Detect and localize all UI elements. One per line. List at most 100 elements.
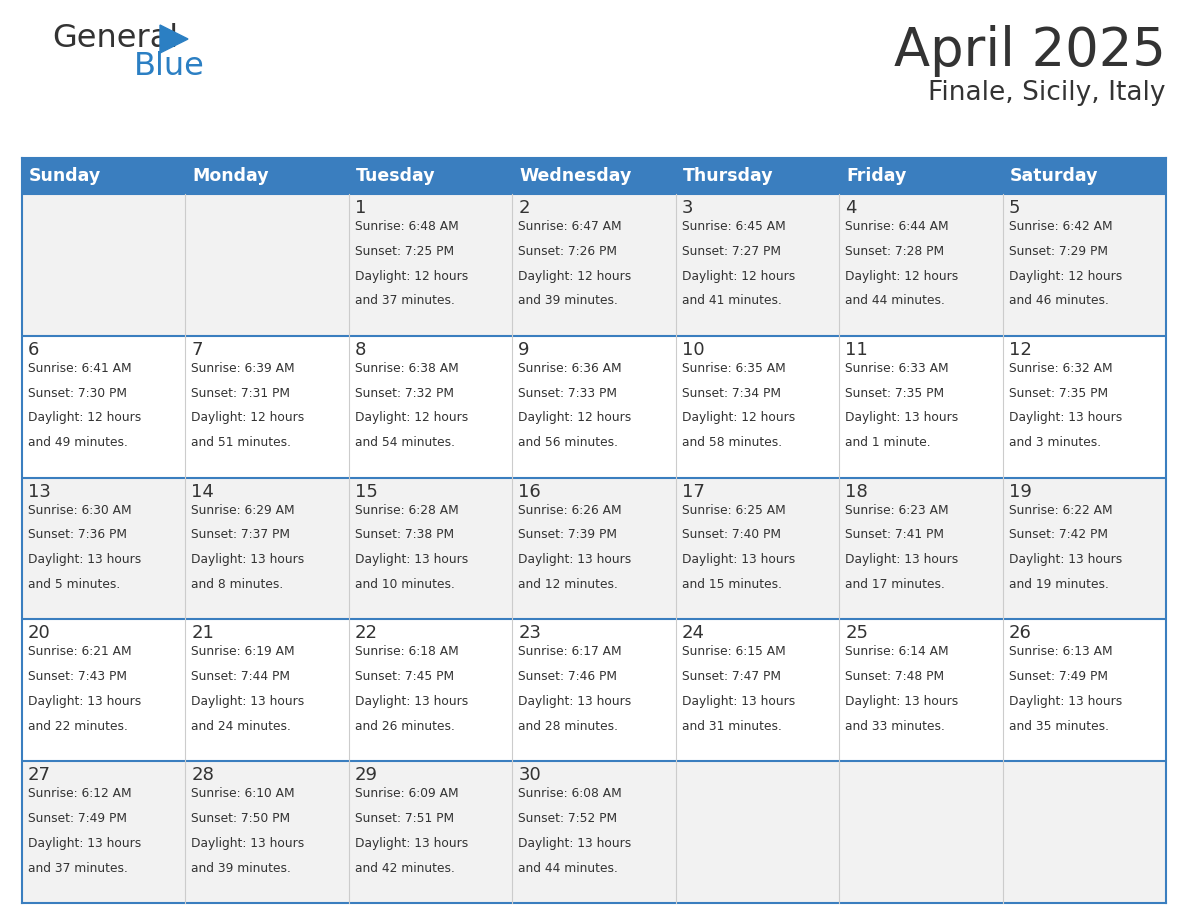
Text: 2: 2	[518, 199, 530, 217]
Text: Daylight: 13 hours: Daylight: 13 hours	[355, 837, 468, 850]
Text: Daylight: 13 hours: Daylight: 13 hours	[682, 554, 795, 566]
Text: and 3 minutes.: and 3 minutes.	[1009, 436, 1101, 449]
Bar	[1003, 158, 1165, 194]
Text: Daylight: 13 hours: Daylight: 13 hours	[191, 837, 304, 850]
Text: Daylight: 13 hours: Daylight: 13 hours	[518, 695, 632, 708]
Text: Friday: Friday	[846, 167, 906, 185]
Text: Daylight: 13 hours: Daylight: 13 hours	[518, 837, 632, 850]
Text: 5: 5	[1009, 199, 1020, 217]
Text: and 19 minutes.: and 19 minutes.	[1009, 578, 1108, 591]
Text: Wednesday: Wednesday	[519, 167, 632, 185]
Text: Monday: Monday	[192, 167, 268, 185]
Text: Daylight: 13 hours: Daylight: 13 hours	[191, 695, 304, 708]
Text: Sunrise: 6:35 AM: Sunrise: 6:35 AM	[682, 362, 785, 375]
Text: Daylight: 13 hours: Daylight: 13 hours	[845, 695, 959, 708]
Text: Daylight: 12 hours: Daylight: 12 hours	[355, 270, 468, 283]
Text: 12: 12	[1009, 341, 1031, 359]
Text: Sunrise: 6:45 AM: Sunrise: 6:45 AM	[682, 220, 785, 233]
Text: Daylight: 12 hours: Daylight: 12 hours	[845, 270, 959, 283]
Text: and 37 minutes.: and 37 minutes.	[29, 862, 128, 875]
Text: 13: 13	[29, 483, 51, 500]
Text: Sunrise: 6:29 AM: Sunrise: 6:29 AM	[191, 504, 295, 517]
Text: and 41 minutes.: and 41 minutes.	[682, 295, 782, 308]
Bar	[839, 158, 1003, 194]
Text: 26: 26	[1009, 624, 1031, 643]
Text: Sunset: 7:32 PM: Sunset: 7:32 PM	[355, 386, 454, 399]
Text: Sunset: 7:35 PM: Sunset: 7:35 PM	[845, 386, 944, 399]
Text: Sunset: 7:37 PM: Sunset: 7:37 PM	[191, 529, 290, 542]
Text: 11: 11	[845, 341, 868, 359]
Text: and 54 minutes.: and 54 minutes.	[355, 436, 455, 449]
Text: 7: 7	[191, 341, 203, 359]
Text: Sunset: 7:49 PM: Sunset: 7:49 PM	[1009, 670, 1107, 683]
Text: Daylight: 13 hours: Daylight: 13 hours	[518, 554, 632, 566]
Text: and 49 minutes.: and 49 minutes.	[29, 436, 128, 449]
Text: Sunset: 7:46 PM: Sunset: 7:46 PM	[518, 670, 618, 683]
Text: Sunset: 7:30 PM: Sunset: 7:30 PM	[29, 386, 127, 399]
Text: Daylight: 12 hours: Daylight: 12 hours	[682, 270, 795, 283]
Text: and 17 minutes.: and 17 minutes.	[845, 578, 944, 591]
Text: and 58 minutes.: and 58 minutes.	[682, 436, 782, 449]
Text: 14: 14	[191, 483, 214, 500]
Bar	[512, 158, 676, 194]
Text: Daylight: 13 hours: Daylight: 13 hours	[29, 695, 141, 708]
Text: 30: 30	[518, 767, 541, 784]
Text: Sunrise: 6:21 AM: Sunrise: 6:21 AM	[29, 645, 132, 658]
Bar	[23, 761, 1165, 903]
Text: and 26 minutes.: and 26 minutes.	[355, 720, 455, 733]
Text: Daylight: 12 hours: Daylight: 12 hours	[29, 411, 141, 424]
Text: 6: 6	[29, 341, 39, 359]
Text: and 51 minutes.: and 51 minutes.	[191, 436, 291, 449]
Text: Finale, Sicily, Italy: Finale, Sicily, Italy	[929, 80, 1165, 106]
Text: Sunrise: 6:19 AM: Sunrise: 6:19 AM	[191, 645, 295, 658]
Text: Daylight: 13 hours: Daylight: 13 hours	[355, 554, 468, 566]
Text: Sunset: 7:40 PM: Sunset: 7:40 PM	[682, 529, 781, 542]
Text: Sunrise: 6:36 AM: Sunrise: 6:36 AM	[518, 362, 621, 375]
Text: Daylight: 12 hours: Daylight: 12 hours	[355, 411, 468, 424]
Text: and 12 minutes.: and 12 minutes.	[518, 578, 618, 591]
Bar	[23, 336, 1165, 477]
Text: Daylight: 13 hours: Daylight: 13 hours	[1009, 554, 1121, 566]
Text: 25: 25	[845, 624, 868, 643]
Text: Sunset: 7:28 PM: Sunset: 7:28 PM	[845, 245, 944, 258]
Text: Sunset: 7:27 PM: Sunset: 7:27 PM	[682, 245, 781, 258]
Text: 28: 28	[191, 767, 214, 784]
Text: Sunset: 7:33 PM: Sunset: 7:33 PM	[518, 386, 618, 399]
Text: 16: 16	[518, 483, 541, 500]
Text: and 31 minutes.: and 31 minutes.	[682, 720, 782, 733]
Text: Sunset: 7:45 PM: Sunset: 7:45 PM	[355, 670, 454, 683]
Text: Daylight: 13 hours: Daylight: 13 hours	[355, 695, 468, 708]
Text: Sunrise: 6:39 AM: Sunrise: 6:39 AM	[191, 362, 295, 375]
Text: Sunrise: 6:14 AM: Sunrise: 6:14 AM	[845, 645, 949, 658]
Text: Daylight: 13 hours: Daylight: 13 hours	[845, 554, 959, 566]
Bar	[23, 620, 1165, 761]
Text: Sunset: 7:31 PM: Sunset: 7:31 PM	[191, 386, 290, 399]
Text: General: General	[52, 23, 178, 54]
Text: Sunset: 7:52 PM: Sunset: 7:52 PM	[518, 812, 618, 825]
Text: Sunset: 7:47 PM: Sunset: 7:47 PM	[682, 670, 781, 683]
Text: and 37 minutes.: and 37 minutes.	[355, 295, 455, 308]
Text: Sunset: 7:26 PM: Sunset: 7:26 PM	[518, 245, 618, 258]
Text: Sunrise: 6:15 AM: Sunrise: 6:15 AM	[682, 645, 785, 658]
Text: and 1 minute.: and 1 minute.	[845, 436, 930, 449]
Text: Daylight: 13 hours: Daylight: 13 hours	[191, 554, 304, 566]
Text: Sunset: 7:25 PM: Sunset: 7:25 PM	[355, 245, 454, 258]
Text: Sunrise: 6:28 AM: Sunrise: 6:28 AM	[355, 504, 459, 517]
Text: 22: 22	[355, 624, 378, 643]
Text: Sunrise: 6:25 AM: Sunrise: 6:25 AM	[682, 504, 785, 517]
Text: Sunset: 7:35 PM: Sunset: 7:35 PM	[1009, 386, 1107, 399]
Text: Sunset: 7:34 PM: Sunset: 7:34 PM	[682, 386, 781, 399]
Text: Sunrise: 6:22 AM: Sunrise: 6:22 AM	[1009, 504, 1112, 517]
Text: Daylight: 13 hours: Daylight: 13 hours	[682, 695, 795, 708]
Text: Sunset: 7:44 PM: Sunset: 7:44 PM	[191, 670, 290, 683]
Text: Sunrise: 6:08 AM: Sunrise: 6:08 AM	[518, 788, 623, 800]
Text: 20: 20	[29, 624, 51, 643]
Bar	[23, 158, 185, 194]
Text: Sunset: 7:50 PM: Sunset: 7:50 PM	[191, 812, 291, 825]
Text: Daylight: 12 hours: Daylight: 12 hours	[518, 270, 632, 283]
Text: and 56 minutes.: and 56 minutes.	[518, 436, 618, 449]
Bar	[185, 158, 349, 194]
Text: 18: 18	[845, 483, 868, 500]
Text: Sunrise: 6:10 AM: Sunrise: 6:10 AM	[191, 788, 295, 800]
Text: Sunrise: 6:42 AM: Sunrise: 6:42 AM	[1009, 220, 1112, 233]
